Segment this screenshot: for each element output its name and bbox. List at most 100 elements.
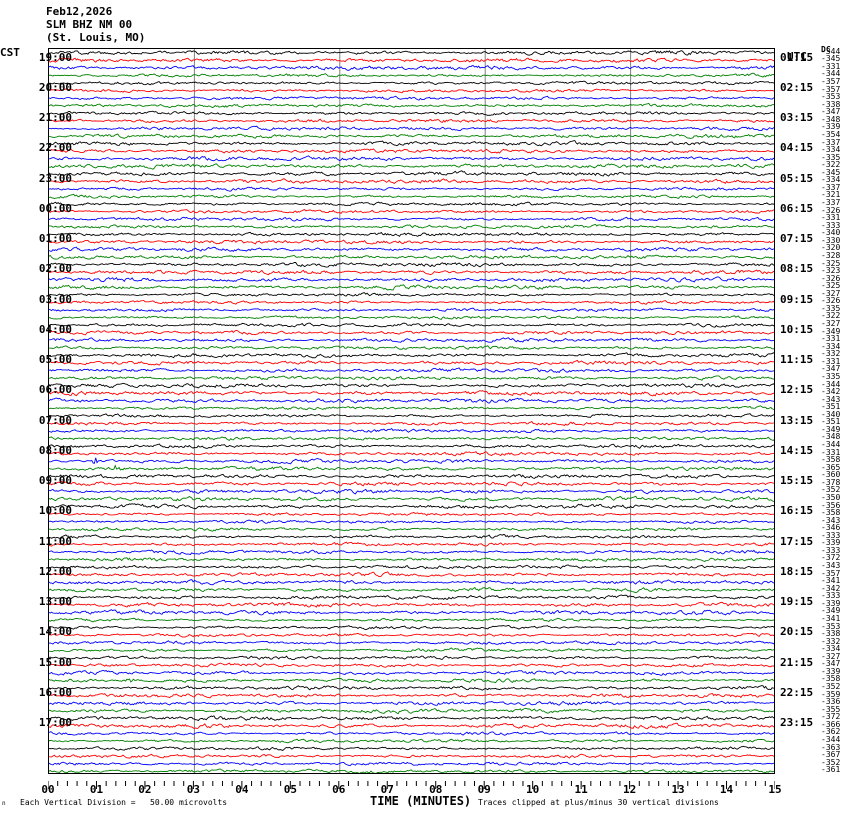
cst-hour-label: 04:00 bbox=[38, 322, 72, 336]
x-axis-tick-label: 12 bbox=[622, 783, 637, 796]
utc-hour-label: 13:15 bbox=[780, 413, 814, 427]
footer-clip-note: Traces clipped at plus/minus 30 vertical… bbox=[478, 798, 719, 807]
cst-hour-label: 02:00 bbox=[38, 262, 72, 276]
cst-hour-label: 00:00 bbox=[38, 201, 72, 215]
dc-offset-value: -351 bbox=[821, 402, 841, 412]
cst-hour-label: 08:00 bbox=[38, 443, 72, 457]
dc-offset-value: -358 bbox=[821, 508, 841, 518]
dc-offset-value: -344 bbox=[821, 440, 841, 450]
dc-offset-value: -333 bbox=[821, 591, 841, 601]
dc-offset-value: -343 bbox=[821, 561, 841, 571]
utc-hour-label: 11:15 bbox=[780, 353, 814, 367]
cst-hour-label: 09:00 bbox=[38, 474, 72, 488]
dc-offset-value: -343 bbox=[821, 394, 841, 404]
footer-corner-mark: n bbox=[2, 800, 6, 807]
header-location: (St. Louis, MO) bbox=[46, 31, 146, 44]
dc-offset-value: -330 bbox=[821, 235, 841, 245]
x-axis-tick-label: 00 bbox=[41, 783, 55, 796]
dc-offset-value: -331 bbox=[821, 334, 841, 344]
dc-offset-value: -365 bbox=[821, 462, 841, 472]
dc-offset-value: -358 bbox=[821, 455, 841, 465]
cst-hour-label: 20:00 bbox=[38, 80, 72, 94]
dc-offset-value: -361 bbox=[821, 765, 841, 775]
dc-offset-value: -357 bbox=[821, 77, 841, 87]
dc-offset-value: -333 bbox=[821, 220, 841, 230]
cst-hour-label: 12:00 bbox=[38, 564, 72, 578]
cst-hour-label: 13:00 bbox=[38, 595, 72, 609]
dc-offset-value: -347 bbox=[821, 107, 841, 117]
dc-offset-value: -336 bbox=[821, 697, 841, 707]
dc-offset-value: -352 bbox=[821, 682, 841, 692]
dc-offset-value: -357 bbox=[821, 84, 841, 94]
utc-hour-label: 19:15 bbox=[780, 595, 814, 609]
x-axis-tick-label: 01 bbox=[89, 783, 104, 796]
cst-hour-label: 10:00 bbox=[38, 504, 72, 518]
dc-offset-value: -338 bbox=[821, 99, 841, 109]
cst-hour-label: 06:00 bbox=[38, 383, 72, 397]
dc-offset-value: -337 bbox=[821, 137, 841, 147]
dc-offset-value: -355 bbox=[821, 704, 841, 714]
cst-hour-label: 21:00 bbox=[38, 111, 72, 125]
dc-offset-value: -346 bbox=[821, 523, 841, 533]
dc-offset-value: -359 bbox=[821, 689, 841, 699]
x-axis-tick-label: 10 bbox=[526, 783, 540, 796]
dc-offset-value: -341 bbox=[821, 613, 841, 623]
axis-label-dc: DC bbox=[821, 45, 831, 54]
x-axis-tick-label: 11 bbox=[574, 783, 588, 796]
dc-offset-value: -321 bbox=[821, 190, 841, 200]
dc-offset-value: -341 bbox=[821, 576, 841, 586]
cst-hour-label: 03:00 bbox=[38, 292, 72, 306]
cst-hour-label: 05:00 bbox=[38, 353, 72, 367]
utc-hour-label: 21:15 bbox=[780, 655, 814, 669]
utc-hour-label: 14:15 bbox=[780, 443, 814, 457]
dc-offset-value: -332 bbox=[821, 349, 841, 359]
x-axis-tick-label: 13 bbox=[671, 783, 685, 796]
cst-hour-label: 07:00 bbox=[38, 413, 72, 427]
dc-offset-value: -344 bbox=[821, 69, 841, 79]
utc-hour-label: 23:15 bbox=[780, 716, 814, 730]
dc-offset-value: -340 bbox=[821, 228, 841, 238]
cst-hour-label: 11:00 bbox=[38, 534, 72, 548]
utc-hour-label: 15:15 bbox=[780, 474, 814, 488]
x-axis-tick-label: 09 bbox=[477, 783, 491, 796]
dc-offset-value: -372 bbox=[821, 553, 841, 563]
x-axis-ticks bbox=[47, 774, 776, 789]
utc-hour-label: 17:15 bbox=[780, 534, 814, 548]
dc-offset-value: -353 bbox=[821, 92, 841, 102]
utc-hour-label: 08:15 bbox=[780, 262, 814, 276]
axis-label-cst: CST bbox=[0, 46, 20, 59]
dc-offset-value: -352 bbox=[821, 485, 841, 495]
utc-hour-label: 02:15 bbox=[780, 80, 814, 94]
dc-offset-value: -378 bbox=[821, 477, 841, 487]
dc-offset-value: -342 bbox=[821, 387, 841, 397]
dc-offset-value: -367 bbox=[821, 750, 841, 760]
utc-hour-label: 05:15 bbox=[780, 171, 814, 185]
dc-offset-value: -347 bbox=[821, 659, 841, 669]
axis-label-utc: UTC bbox=[787, 50, 807, 63]
dc-offset-value: -334 bbox=[821, 145, 841, 155]
dc-offset-value: -340 bbox=[821, 409, 841, 419]
dc-offset-value: -344 bbox=[821, 379, 841, 389]
cst-hour-label: 17:00 bbox=[38, 716, 72, 730]
utc-hour-label: 12:15 bbox=[780, 383, 814, 397]
dc-offset-value: -327 bbox=[821, 651, 841, 661]
dc-offset-value: -347 bbox=[821, 364, 841, 374]
dc-offset-value: -362 bbox=[821, 727, 841, 737]
dc-offset-value: -339 bbox=[821, 666, 841, 676]
dc-offset-value: -358 bbox=[821, 674, 841, 684]
footer-scale-note: Each Vertical Division = 50.00 microvolt… bbox=[20, 798, 228, 807]
dc-offset-value: -349 bbox=[821, 326, 841, 336]
utc-hour-label: 07:15 bbox=[780, 232, 814, 246]
dc-offset-value: -338 bbox=[821, 629, 841, 639]
dc-offset-value: -327 bbox=[821, 288, 841, 298]
utc-hour-label: 22:15 bbox=[780, 685, 814, 699]
dc-offset-value: -332 bbox=[821, 636, 841, 646]
seismogram-plot-area[interactable] bbox=[48, 48, 775, 774]
header-station: SLM BHZ NM 00 bbox=[46, 18, 133, 31]
dc-offset-value: -351 bbox=[821, 417, 841, 427]
header-date: Feb12,2026 bbox=[46, 5, 113, 18]
dc-offset-value: -339 bbox=[821, 598, 841, 608]
cst-hour-label: 16:00 bbox=[38, 685, 72, 699]
dc-offset-value: -345 bbox=[821, 54, 841, 64]
